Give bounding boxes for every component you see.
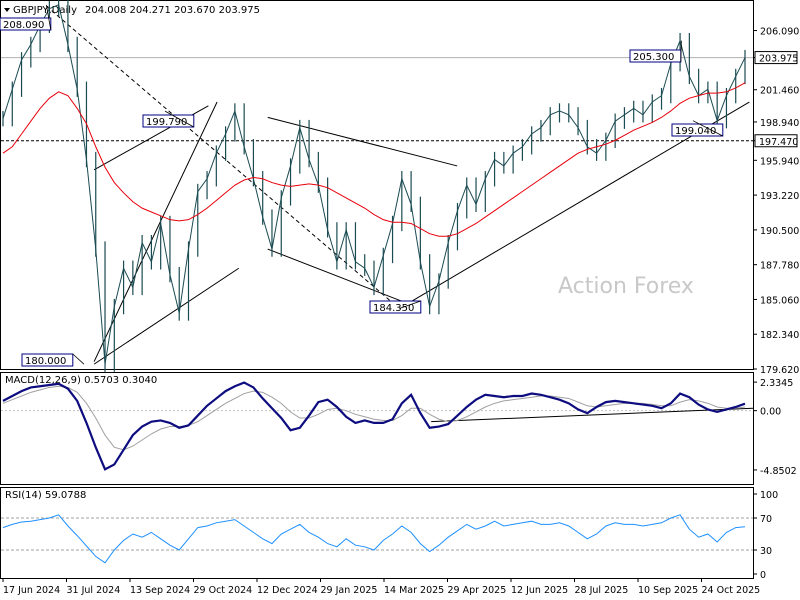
date-tick-label: 29 Oct 2024 <box>194 585 253 596</box>
macd-trend-line <box>431 407 754 423</box>
macd-series <box>2 381 746 471</box>
price-tick-label: 197.470 <box>759 137 798 148</box>
price-tick-label: 203.975 <box>759 54 798 65</box>
level-marker: 197.470 <box>754 134 798 148</box>
watermark: Action Forex <box>558 274 694 299</box>
macd-label: MACD(12,26,9) 0.5703 0.3040 <box>5 375 157 386</box>
price-tick-label: 193.220 <box>760 191 799 202</box>
date-tick-label: 29 Jan 2025 <box>321 585 378 596</box>
price-tick-label: 198.940 <box>760 118 799 129</box>
annotation-pointer <box>164 110 194 128</box>
rsi-tick-label: 70 <box>760 514 772 525</box>
rsi-panel <box>0 487 754 579</box>
date-tick-label: 17 Jun 2024 <box>3 585 60 596</box>
date-tick-label: 10 Sep 2025 <box>638 585 698 596</box>
price-tick-label: 179.620 <box>760 365 799 376</box>
rsi-tick-label: 30 <box>760 546 772 557</box>
annotation-pointer <box>399 300 421 309</box>
chart-symbol: GBPJPY,Daily <box>13 5 77 16</box>
rsi-series <box>2 514 746 564</box>
price-tick-label: 195.940 <box>760 156 799 167</box>
annotation-label: 180.000 <box>25 356 66 367</box>
price-annotation: 205.300 <box>629 40 682 63</box>
date-tick-label: 12 Jun 2025 <box>511 585 568 596</box>
annotation-pointer <box>680 40 682 63</box>
price-annotation: 199.040 <box>671 120 724 137</box>
date-tick-label: 13 Sep 2024 <box>130 585 190 596</box>
price-tick-label: 182.340 <box>760 330 799 341</box>
price-annotation: 184.350 <box>369 300 422 314</box>
date-tick-label: 24 Oct 2025 <box>702 585 761 596</box>
macd-tick-label: 2.3345 <box>760 378 793 389</box>
price-tick-label: 190.500 <box>760 226 799 237</box>
date-tick-label: 28 Jul 2025 <box>575 585 629 596</box>
macd-panel <box>0 372 754 485</box>
rsi-tick-label: 0 <box>760 570 766 581</box>
price-series <box>2 4 746 365</box>
date-tick-label: 29 Apr 2025 <box>448 585 507 596</box>
triangle-down-icon <box>4 8 10 12</box>
rsi-tick-label: 100 <box>760 490 778 501</box>
annotation-label: 199.790 <box>146 117 187 128</box>
price-annotation: 180.000 <box>21 353 85 367</box>
annotation-pointer <box>72 353 85 365</box>
price-tick-label: 206.090 <box>760 27 799 38</box>
price-tick-label: 185.060 <box>760 295 799 306</box>
moving-average-series <box>2 82 746 237</box>
macd-tick-label: 0.00 <box>760 407 781 418</box>
trend-line <box>267 248 413 306</box>
price-annotation: 208.090 <box>0 4 52 31</box>
price-tick-label: 187.780 <box>760 261 799 272</box>
current-price-marker: 203.975 <box>754 51 798 65</box>
annotation-pointer <box>45 4 52 31</box>
price-annotation: 199.790 <box>142 110 195 128</box>
date-tick-label: 12 Dec 2024 <box>257 585 318 596</box>
price-tick-label: 201.460 <box>760 86 799 97</box>
macd-signal-series <box>2 385 746 451</box>
date-tick-label: 14 Mar 2025 <box>384 585 444 596</box>
annotation-label: 184.350 <box>373 303 414 314</box>
date-tick-label: 31 Jul 2024 <box>67 585 121 596</box>
annotation-pointer <box>692 120 723 137</box>
trend-line <box>46 5 400 309</box>
annotation-label: 208.090 <box>3 20 44 31</box>
macd-tick-label: -4.8502 <box>760 466 797 477</box>
trend-line <box>93 267 240 365</box>
annotation-label: 205.300 <box>633 52 674 63</box>
rsi-label: RSI(14) 59.0788 <box>5 490 86 501</box>
chart-ohlc: 204.008 204.271 203.670 203.975 <box>85 5 260 16</box>
annotation-label: 199.040 <box>675 126 716 137</box>
